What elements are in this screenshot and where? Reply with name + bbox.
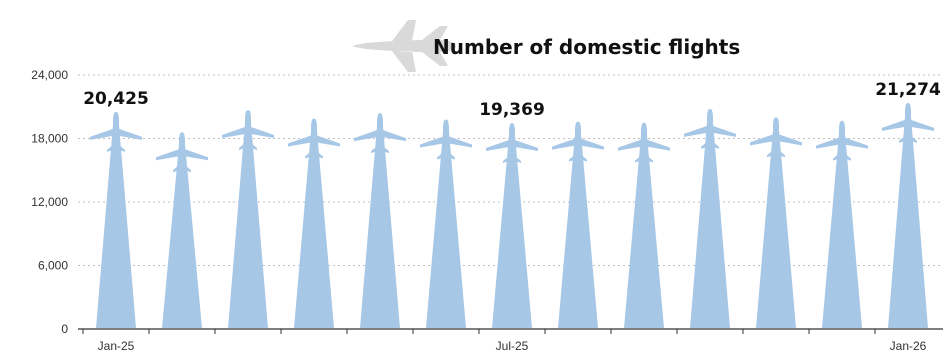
airplane-icon bbox=[420, 119, 472, 160]
x-tick-label: Jul-25 bbox=[496, 339, 529, 353]
airplane-icon bbox=[486, 123, 538, 164]
bar bbox=[756, 118, 796, 329]
bar bbox=[690, 109, 730, 328]
data-labels: 20,425 19,369 21,274 bbox=[83, 80, 941, 120]
y-tick-label: 12,000 bbox=[31, 195, 68, 209]
bars bbox=[90, 102, 934, 329]
bar bbox=[360, 114, 400, 329]
bar bbox=[492, 124, 532, 328]
data-label: 21,274 bbox=[875, 80, 941, 100]
bar bbox=[888, 103, 928, 329]
data-label: 20,425 bbox=[83, 89, 149, 109]
chart-title: Number of domestic flights bbox=[433, 35, 740, 59]
airplane-icon bbox=[750, 117, 802, 158]
y-tick-label: 18,000 bbox=[31, 132, 68, 146]
bar bbox=[822, 121, 862, 328]
bar bbox=[558, 122, 598, 328]
bar bbox=[426, 120, 466, 328]
airplane-icon bbox=[684, 108, 736, 149]
airplane-icon bbox=[354, 113, 406, 154]
bar bbox=[624, 123, 664, 328]
bar bbox=[162, 133, 202, 328]
y-tick-label: 0 bbox=[61, 322, 68, 336]
bar bbox=[96, 112, 136, 328]
airplane-icon bbox=[816, 120, 868, 161]
airplane-icon bbox=[288, 118, 340, 159]
data-label: 19,369 bbox=[479, 100, 545, 120]
x-tick-label: Jan-26 bbox=[890, 339, 927, 353]
x-axis: Jan-25 Jul-25 Jan-26 bbox=[78, 328, 943, 353]
y-axis-labels: 0 6,000 12,000 18,000 24,000 bbox=[31, 68, 68, 336]
airplane-icon bbox=[90, 111, 142, 152]
airplane-icon bbox=[882, 102, 934, 143]
y-tick-label: 24,000 bbox=[31, 68, 68, 82]
airplane-icon bbox=[552, 121, 604, 162]
x-tick-label: Jan-25 bbox=[98, 339, 135, 353]
bar bbox=[228, 110, 268, 328]
airplane-icon bbox=[618, 122, 670, 163]
y-tick-label: 6,000 bbox=[38, 259, 68, 273]
chart-title-group: Number of domestic flights bbox=[352, 20, 740, 72]
grid-lines bbox=[78, 74, 943, 266]
airplane-icon bbox=[222, 109, 274, 150]
bar bbox=[294, 119, 334, 328]
